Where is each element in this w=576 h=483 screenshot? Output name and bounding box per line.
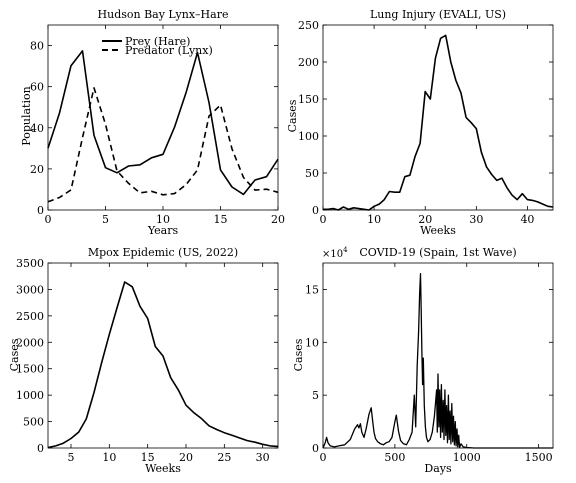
- x-tick-label: 1500: [525, 451, 553, 464]
- axes-frame: [322, 24, 554, 211]
- y-axis-label: Cases: [286, 99, 299, 132]
- y-tick-label: 50: [305, 167, 319, 180]
- y-axis-label: Cases: [292, 338, 305, 371]
- chart-title: Mpox Epidemic (US, 2022): [88, 246, 238, 259]
- y-tick-label: 10: [305, 336, 319, 349]
- series-line-0: [323, 34, 554, 211]
- x-tick-label: 30: [469, 213, 483, 226]
- x-tick-label: 500: [384, 451, 405, 464]
- y-tick-label: 80: [30, 40, 44, 53]
- legend-label-predator: Predator (Lynx): [125, 44, 213, 57]
- series-line-0: [47, 281, 279, 449]
- y-tick-label: 3500: [16, 257, 44, 270]
- y-tick-label: 20: [30, 163, 44, 176]
- y-tick-label: 2000: [16, 336, 44, 349]
- panel-covid: COVID-19 (Spain, 1st Wave) Days Cases ×1…: [292, 246, 554, 475]
- legend-label-prey: Prey (Hare): [125, 35, 190, 48]
- x-tick-label: 5: [102, 213, 109, 226]
- x-tick-label: 5: [68, 451, 75, 464]
- x-axis-label: Years: [147, 224, 179, 237]
- x-tick-label: 15: [214, 213, 228, 226]
- y-tick-label: 5: [312, 389, 319, 402]
- y-tick-label: 40: [30, 122, 44, 135]
- y-tick-label: 1000: [16, 389, 44, 402]
- series-line-0: [47, 50, 279, 196]
- series-line-1: [47, 87, 279, 203]
- x-tick-label: 0: [320, 451, 327, 464]
- panel-lynx-hare: Hudson Bay Lynx–Hare Years Population Pr…: [20, 8, 285, 237]
- x-tick-label: 10: [102, 451, 116, 464]
- y-multiplier-exponent: 4: [343, 246, 348, 254]
- y-tick-label: 60: [30, 81, 44, 94]
- legend: Prey (Hare) Predator (Lynx): [102, 35, 213, 57]
- y-tick-label: 1500: [16, 363, 44, 376]
- y-multiplier-base: ×10: [322, 249, 343, 260]
- chart-title: COVID-19 (Spain, 1st Wave): [359, 246, 516, 259]
- y-axis-label: Population: [20, 86, 33, 145]
- y-tick-label: 0: [37, 204, 44, 217]
- x-axis-label: Weeks: [420, 224, 456, 237]
- x-tick-label: 10: [156, 213, 170, 226]
- y-tick-label: 0: [37, 442, 44, 455]
- y-multiplier: ×104: [322, 246, 348, 260]
- x-tick-label: 30: [256, 451, 270, 464]
- y-axis-label: Cases: [8, 338, 21, 371]
- y-tick-label: 0: [312, 204, 319, 217]
- series-line-0: [322, 272, 553, 449]
- panel-mpox: Mpox Epidemic (US, 2022) Weeks Cases 5 10…: [8, 246, 279, 475]
- y-tick-label: 15: [305, 283, 319, 296]
- y-tick-label: 150: [298, 93, 319, 106]
- x-tick-label: 20: [179, 451, 193, 464]
- y-tick-label: 100: [298, 130, 319, 143]
- x-axis-label: Weeks: [145, 462, 181, 475]
- y-tick-label: 250: [298, 19, 319, 32]
- y-tick-label: 3000: [16, 283, 44, 296]
- x-tick-label: 0: [45, 213, 52, 226]
- x-tick-label: 25: [217, 451, 231, 464]
- x-tick-label: 1000: [453, 451, 481, 464]
- panel-evali: Lung Injury (EVALI, US) Weeks Cases 0 10 2…: [286, 8, 554, 237]
- x-tick-label: 0: [320, 213, 327, 226]
- y-tick-label: 2500: [16, 310, 44, 323]
- x-tick-label: 20: [418, 213, 432, 226]
- x-tick-label: 10: [367, 213, 381, 226]
- x-tick-label: 40: [520, 213, 534, 226]
- x-tick-label: 15: [141, 451, 155, 464]
- chart-title: Hudson Bay Lynx–Hare: [98, 8, 229, 21]
- axes-frame: [47, 262, 279, 449]
- y-tick-label: 200: [298, 56, 319, 69]
- y-tick-label: 0: [312, 442, 319, 455]
- y-tick-label: 500: [23, 416, 44, 429]
- axes-frame: [322, 262, 554, 449]
- chart-title: Lung Injury (EVALI, US): [370, 8, 506, 21]
- x-axis-label: Days: [424, 462, 452, 475]
- x-tick-label: 20: [271, 213, 285, 226]
